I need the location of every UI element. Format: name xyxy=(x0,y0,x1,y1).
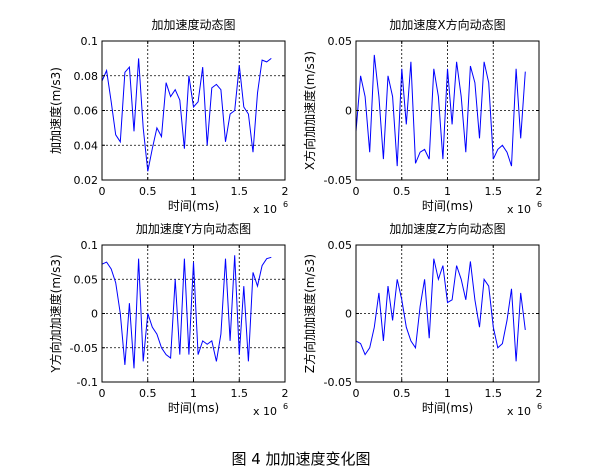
x-axis-label: 时间(ms) xyxy=(422,401,473,415)
x-tick-label: 1 xyxy=(444,387,451,400)
x-tick-label: 2 xyxy=(282,185,289,198)
y-tick-label: -0.05 xyxy=(70,342,98,355)
y-tick-label: 0.04 xyxy=(74,139,99,152)
x-tick-label: 1 xyxy=(190,185,197,198)
x-tick-label: 2 xyxy=(282,387,289,400)
y-tick-label: -0.05 xyxy=(324,174,352,187)
x-exponent-label: x 10 xyxy=(253,203,277,216)
x-tick-label: 0.5 xyxy=(139,387,157,400)
chart-title: 加加速度X方向动态图 xyxy=(389,17,505,32)
x-tick-label: 0.5 xyxy=(139,185,157,198)
series-line xyxy=(355,258,526,362)
y-axis-label: 加加速度(m/s3) xyxy=(48,67,63,154)
x-tick-label: 0.5 xyxy=(393,387,411,400)
series-line xyxy=(101,58,272,172)
y-tick-label: 0 xyxy=(345,105,352,118)
y-tick-label: -0.05 xyxy=(324,376,352,389)
y-tick-label: 0.05 xyxy=(328,239,353,252)
x-tick-label: 2 xyxy=(536,387,543,400)
chart-title: 加加速度Y方向动态图 xyxy=(136,221,251,236)
y-axis-label: Y方向加加速度(m/s3) xyxy=(48,254,63,373)
chart-panel-1: 0 0.5 1 1.5 2 0.02 0.04 0.06 0.08 0.1 加加速度动态图时间(ms… xyxy=(48,17,289,216)
y-tick-label: 0.1 xyxy=(81,239,99,252)
figure-caption: 图 4 加加速度变化图 xyxy=(231,450,371,468)
y-axis-label: X方向加加速度(m/s3) xyxy=(302,51,317,170)
y-tick-label: 0 xyxy=(91,308,98,321)
x-tick-label: 0 xyxy=(353,387,360,400)
y-tick-label: 0.05 xyxy=(328,35,353,48)
y-tick-label: 0.08 xyxy=(74,70,99,83)
x-axis-label: 时间(ms) xyxy=(422,199,473,213)
x-exponent-power: 6 xyxy=(283,402,288,411)
x-tick-label: 1.5 xyxy=(231,387,249,400)
x-exponent-label: x 10 xyxy=(507,203,531,216)
x-exponent-power: 6 xyxy=(283,200,288,209)
x-tick-label: 2 xyxy=(536,185,543,198)
x-tick-label: 0 xyxy=(353,185,360,198)
x-tick-label: 1 xyxy=(444,185,451,198)
y-tick-label: -0.1 xyxy=(77,376,98,389)
x-tick-label: 1.5 xyxy=(485,387,503,400)
y-axis-label: Z方向加加速度(m/s3) xyxy=(302,254,317,373)
x-exponent-label: x 10 xyxy=(507,405,531,418)
chart-title: 加加速度动态图 xyxy=(151,17,235,32)
x-tick-label: 0.5 xyxy=(393,185,411,198)
x-tick-label: 1.5 xyxy=(485,185,503,198)
figure-canvas: 0 0.5 1 1.5 20.020.040.060.080.1加加速度动态图时间(ms… xyxy=(48,17,543,418)
chart-title: 加加速度Z方向动态图 xyxy=(389,221,505,236)
series-line xyxy=(355,54,526,167)
x-axis-label: 时间(ms) xyxy=(168,401,219,415)
x-tick-label: 1.5 xyxy=(231,185,249,198)
y-tick-label: 0.06 xyxy=(74,105,99,118)
x-axis-label: 时间(ms) xyxy=(168,199,219,213)
y-tick-label: 0.05 xyxy=(74,273,99,286)
series-line xyxy=(101,255,272,369)
chart-panel-3: 0 0.5 1 1.5 2 -0.1 -0.05 0 0.05 0.1 加加速度Y方向动态图时间(m… xyxy=(48,221,289,418)
x-exponent-label: x 10 xyxy=(253,405,277,418)
x-tick-label: 1 xyxy=(190,387,197,400)
x-exponent-power: 6 xyxy=(537,200,542,209)
y-tick-label: 0.1 xyxy=(81,35,99,48)
x-tick-label: 0 xyxy=(99,185,106,198)
y-tick-label: 0 xyxy=(345,308,352,321)
x-exponent-power: 6 xyxy=(537,402,542,411)
y-tick-label: 0.02 xyxy=(74,174,99,187)
x-tick-label: 0 xyxy=(99,387,106,400)
